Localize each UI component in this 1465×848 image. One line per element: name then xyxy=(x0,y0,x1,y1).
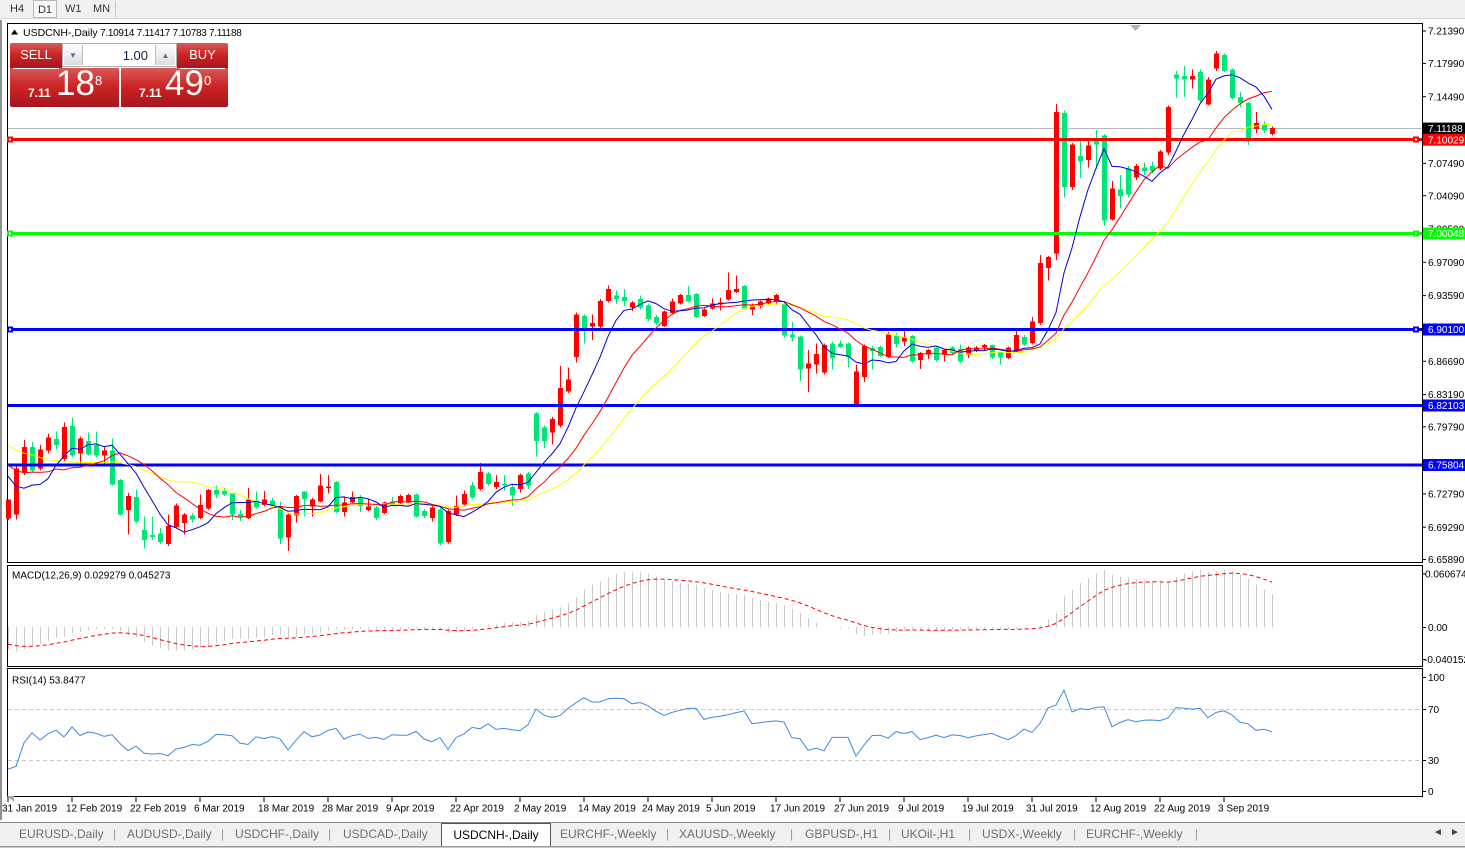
svg-text:17 Jun 2019: 17 Jun 2019 xyxy=(770,804,825,815)
svg-text:USDCNH-,Daily 7.10914 7.11417: USDCNH-,Daily 7.10914 7.11417 7.10783 7.… xyxy=(23,27,242,39)
svg-text:22 Apr 2019: 22 Apr 2019 xyxy=(450,804,504,815)
svg-text:6.97090: 6.97090 xyxy=(1428,258,1465,269)
svg-text:12 Aug 2019: 12 Aug 2019 xyxy=(1090,804,1147,815)
svg-text:9 Jul 2019: 9 Jul 2019 xyxy=(898,804,945,815)
svg-text:6.65890: 6.65890 xyxy=(1428,555,1465,566)
svg-text:31 Jul 2019: 31 Jul 2019 xyxy=(1026,804,1078,815)
svg-text:MACD(12,26,9) 0.029279 0.04527: MACD(12,26,9) 0.029279 0.045273 xyxy=(12,571,171,582)
svg-text:31 Jan 2019: 31 Jan 2019 xyxy=(2,804,57,815)
svg-text:14 May 2019: 14 May 2019 xyxy=(578,804,636,815)
svg-text:5 Jun 2019: 5 Jun 2019 xyxy=(706,804,756,815)
svg-text:24 May 2019: 24 May 2019 xyxy=(642,804,700,815)
svg-text:6 Mar 2019: 6 Mar 2019 xyxy=(194,804,245,815)
svg-text:6.75804: 6.75804 xyxy=(1428,461,1465,472)
svg-text:0.060674: 0.060674 xyxy=(1425,570,1465,581)
svg-text:7.14490: 7.14490 xyxy=(1428,92,1465,103)
svg-text:7.07490: 7.07490 xyxy=(1428,159,1465,170)
svg-text:70: 70 xyxy=(1428,705,1440,716)
svg-text:6.79790: 6.79790 xyxy=(1428,423,1465,434)
svg-text:3 Sep 2019: 3 Sep 2019 xyxy=(1218,804,1270,815)
svg-text:6.69290: 6.69290 xyxy=(1428,523,1465,534)
svg-text:22 Aug 2019: 22 Aug 2019 xyxy=(1154,804,1211,815)
svg-text:30: 30 xyxy=(1428,756,1440,767)
svg-text:22 Feb 2019: 22 Feb 2019 xyxy=(130,804,187,815)
svg-text:7.00048: 7.00048 xyxy=(1428,229,1465,240)
svg-text:6.86690: 6.86690 xyxy=(1428,357,1465,368)
svg-text:100: 100 xyxy=(1428,673,1445,684)
svg-text:19 Jul 2019: 19 Jul 2019 xyxy=(962,804,1014,815)
svg-text:0: 0 xyxy=(1428,787,1434,798)
svg-text:27 Jun 2019: 27 Jun 2019 xyxy=(834,804,889,815)
svg-text:7.17990: 7.17990 xyxy=(1428,59,1465,70)
svg-text:7.10029: 7.10029 xyxy=(1428,135,1465,146)
svg-text:6.90100: 6.90100 xyxy=(1428,325,1465,336)
svg-text:6.93590: 6.93590 xyxy=(1428,291,1465,302)
svg-text:0.00: 0.00 xyxy=(1428,623,1448,634)
svg-text:7.11188: 7.11188 xyxy=(1428,124,1463,135)
svg-text:6.83190: 6.83190 xyxy=(1428,390,1465,401)
svg-text:7.21390: 7.21390 xyxy=(1428,27,1465,38)
svg-text:9 Apr 2019: 9 Apr 2019 xyxy=(386,804,435,815)
svg-text:2 May 2019: 2 May 2019 xyxy=(514,804,567,815)
svg-text:-0.040152: -0.040152 xyxy=(1424,655,1465,666)
svg-text:28 Mar 2019: 28 Mar 2019 xyxy=(322,804,379,815)
svg-text:6.82103: 6.82103 xyxy=(1428,401,1465,412)
svg-text:7.04090: 7.04090 xyxy=(1428,191,1465,202)
svg-text:18 Mar 2019: 18 Mar 2019 xyxy=(258,804,315,815)
svg-text:12 Feb 2019: 12 Feb 2019 xyxy=(66,804,123,815)
svg-text:6.72790: 6.72790 xyxy=(1428,490,1465,501)
svg-text:RSI(14) 53.8477: RSI(14) 53.8477 xyxy=(12,676,86,687)
